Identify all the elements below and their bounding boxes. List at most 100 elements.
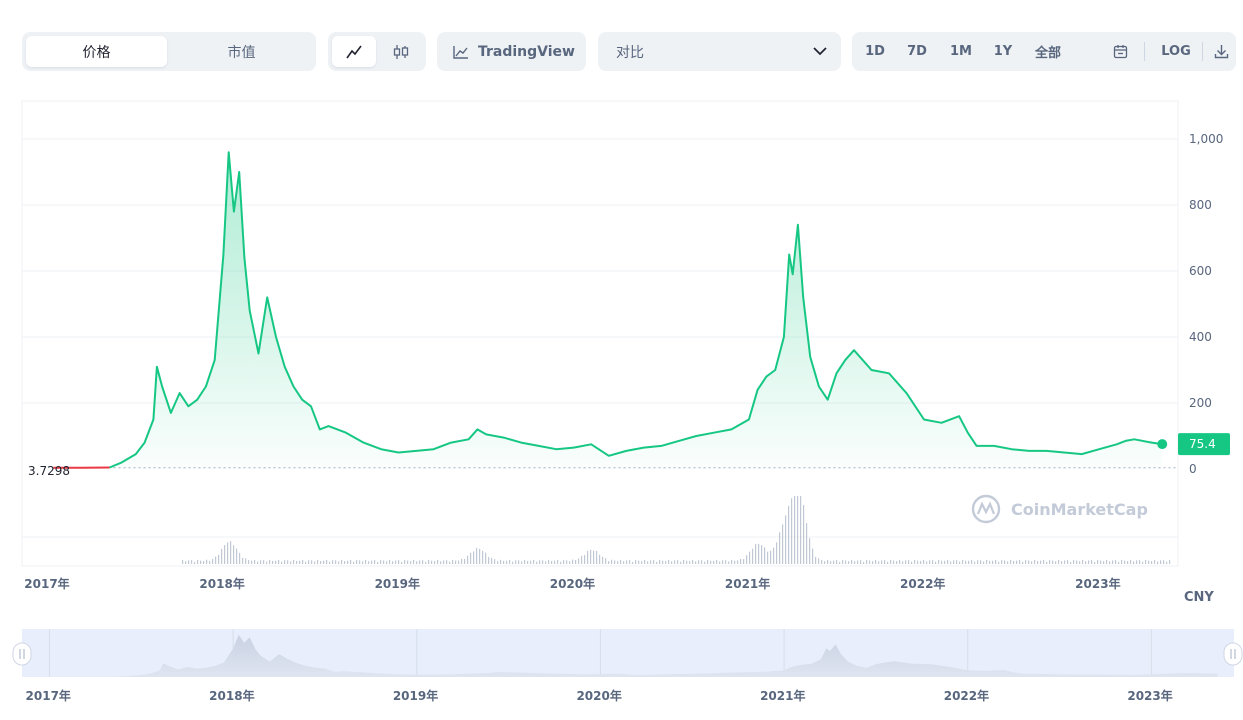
volume-bar <box>683 560 685 564</box>
volume-bar <box>371 560 373 564</box>
volume-bar <box>833 560 835 564</box>
volume-bar <box>1124 560 1126 564</box>
volume-bar <box>335 560 337 564</box>
price-tab[interactable]: 价格 <box>26 36 167 67</box>
y-tick-label: 0 <box>1189 462 1197 476</box>
volume-bar <box>1013 560 1015 564</box>
volume-bar <box>644 559 646 564</box>
volume-bar <box>1040 560 1042 564</box>
volume-bar <box>1079 561 1081 564</box>
volume-bar <box>1139 560 1141 564</box>
volume-bar <box>968 560 970 564</box>
volume-bar <box>890 560 892 564</box>
x-axis: 2017年 2018年 2019年 2020年 2021年 2022年 2023年 <box>24 576 1120 591</box>
watermark-text: CoinMarketCap <box>1011 500 1148 519</box>
volume-bar <box>257 561 259 564</box>
volume-bar <box>836 560 838 564</box>
navigator-right-handle[interactable] <box>1223 642 1243 666</box>
volume-bar <box>389 559 391 564</box>
start-price-label: 3.7298 <box>28 464 70 478</box>
volume-bar <box>530 560 532 564</box>
volume-bar <box>338 561 340 564</box>
candlestick-button[interactable] <box>380 36 422 67</box>
right-handle-knob[interactable] <box>1223 642 1243 666</box>
range-all-button[interactable]: 全部 <box>1034 46 1061 61</box>
log-scale-button[interactable]: LOG <box>1161 44 1191 59</box>
tradingview-label: TradingView <box>478 43 575 60</box>
currency-label: CNY <box>1184 590 1214 605</box>
volume-bar <box>659 560 661 564</box>
volume-bar <box>287 560 289 564</box>
volume-bar <box>1016 560 1018 564</box>
volume-bar <box>854 561 856 564</box>
volume-bar <box>1010 559 1012 564</box>
navigator-year-label: 2021年 <box>760 688 805 703</box>
volume-bar <box>374 560 376 564</box>
volume-bar <box>512 561 514 564</box>
volume-bar <box>557 560 559 564</box>
volume-bar <box>887 561 889 564</box>
volume-bar <box>275 560 277 564</box>
volume-bar <box>947 559 949 564</box>
range-navigator[interactable] <box>12 629 1243 677</box>
navigator-left-handle[interactable] <box>12 642 32 666</box>
calendar-icon <box>1113 45 1127 59</box>
volume-bar <box>473 551 475 564</box>
volume-bar <box>773 547 775 564</box>
chart-toolbar: 价格 市值 TradingView 对比 1 <box>22 32 1236 71</box>
volume-bar <box>653 560 655 564</box>
tradingview-button[interactable]: TradingView <box>437 32 586 71</box>
toolbar-divider <box>1144 42 1145 61</box>
volume-bar <box>422 560 424 564</box>
volume-bar <box>1076 560 1078 564</box>
volume-bar <box>515 560 517 564</box>
volume-bar <box>302 559 304 564</box>
volume-bar <box>464 559 466 564</box>
volume-bar <box>818 558 820 564</box>
volume-bar <box>839 561 841 564</box>
left-handle-knob[interactable] <box>12 642 32 666</box>
marketcap-tab[interactable]: 市值 <box>227 44 256 61</box>
navigator-year-label: 2023年 <box>1127 688 1172 703</box>
range-1m-button[interactable]: 1M <box>950 44 972 59</box>
volume-bar <box>635 560 637 564</box>
volume-bars <box>182 496 1171 564</box>
volume-bar <box>731 559 733 564</box>
volume-bar <box>920 560 922 564</box>
x-year-label: 2019年 <box>375 576 420 591</box>
volume-bar <box>884 560 886 564</box>
compare-dropdown[interactable]: 对比 <box>598 32 841 71</box>
volume-bar <box>707 559 709 564</box>
volume-bar <box>188 560 190 564</box>
volume-bar <box>986 559 988 564</box>
calendar-button[interactable] <box>1106 32 1134 71</box>
current-price-dot <box>1157 439 1168 450</box>
range-1y-button[interactable]: 1Y <box>993 44 1013 59</box>
range-1d-button[interactable]: 1D <box>865 44 885 59</box>
range-7d-button[interactable]: 7D <box>907 44 927 59</box>
volume-bar <box>971 559 973 564</box>
watermark: CoinMarketCap <box>971 494 1148 524</box>
volume-bar <box>923 559 925 564</box>
volume-bar <box>197 560 199 564</box>
volume-bar <box>860 560 862 564</box>
volume-bar <box>716 559 718 564</box>
volume-bar <box>554 560 556 564</box>
volume-bar <box>311 560 313 564</box>
volume-bar <box>1142 561 1144 564</box>
volume-bar <box>686 560 688 564</box>
volume-bar <box>866 560 868 564</box>
volume-bar <box>506 560 508 564</box>
volume-bar <box>224 545 226 564</box>
y-tick-label: 800 <box>1189 198 1212 212</box>
volume-bar <box>521 561 523 564</box>
volume-bar <box>713 560 715 564</box>
volume-bar <box>278 559 280 564</box>
volume-bar <box>959 561 961 564</box>
volume-bar <box>719 561 721 564</box>
volume-bar <box>518 560 520 564</box>
line-chart-button[interactable] <box>332 36 376 67</box>
volume-bar <box>200 560 202 564</box>
volume-bar <box>728 561 730 564</box>
download-button[interactable] <box>1208 32 1234 71</box>
